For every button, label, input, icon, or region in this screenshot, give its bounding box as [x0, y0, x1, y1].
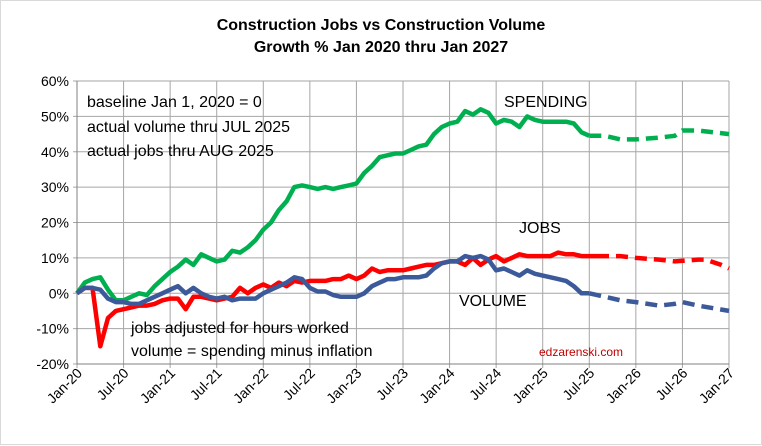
series-label-jobs: JOBS	[519, 220, 561, 237]
note-inflation: volume = spending minus inflation	[131, 343, 372, 360]
y-tick-label: -20%	[36, 356, 69, 372]
x-tick-label: Jul-25	[559, 365, 597, 403]
title-line-2: Growth % Jan 2020 thru Jan 2027	[253, 39, 509, 56]
y-tick-label: 30%	[41, 179, 69, 195]
y-tick-label: 50%	[41, 108, 69, 124]
series-jobs-forecast	[597, 253, 730, 271]
y-tick-label: 0%	[49, 285, 69, 301]
x-tick-label: Jan-21	[137, 365, 179, 407]
title-line-1: Construction Jobs vs Construction Volume	[216, 17, 546, 34]
x-tick-label: Jan-25	[509, 365, 551, 407]
x-tick-label: Jul-26	[652, 365, 690, 403]
series-spending-forecast	[589, 128, 730, 142]
x-tick-label: Jan-23	[323, 365, 365, 407]
series-spending-actual	[75, 107, 591, 303]
x-tick-label: Jan-24	[416, 365, 458, 407]
x-tick-label: Jan-27	[696, 365, 738, 407]
note-volume: actual volume thru JUL 2025	[87, 119, 290, 136]
note-hours: jobs adjusted for hours worked	[130, 320, 349, 337]
y-tick-label: 40%	[41, 144, 69, 160]
x-tick-label: Jul-24	[466, 365, 504, 403]
series-label-spending: SPENDING	[504, 94, 588, 111]
series-label-volume: VOLUME	[459, 293, 527, 310]
series-jobs-actual	[75, 250, 597, 349]
x-tick-label: Jul-22	[280, 365, 318, 403]
note-baseline: baseline Jan 1, 2020 = 0	[87, 94, 262, 111]
series-volume-forecast	[588, 291, 730, 314]
y-tick-label: -10%	[36, 321, 69, 337]
x-tick-label: Jan-26	[602, 365, 644, 407]
y-tick-label: 10%	[41, 250, 69, 266]
note-jobs: actual jobs thru AUG 2025	[87, 143, 274, 160]
x-tick-label: Jul-23	[373, 365, 411, 403]
y-tick-label: 20%	[41, 215, 69, 231]
x-tick-label: Jul-20	[93, 365, 131, 403]
chart-title: Construction Jobs vs Construction Volume…	[1, 15, 761, 59]
x-tick-label: Jan-22	[230, 365, 272, 407]
series-volume-actual	[75, 253, 590, 307]
x-tick-label: Jul-21	[187, 365, 225, 403]
y-tick-label: 60%	[41, 73, 69, 89]
watermark: edzarenski.com	[539, 345, 623, 359]
